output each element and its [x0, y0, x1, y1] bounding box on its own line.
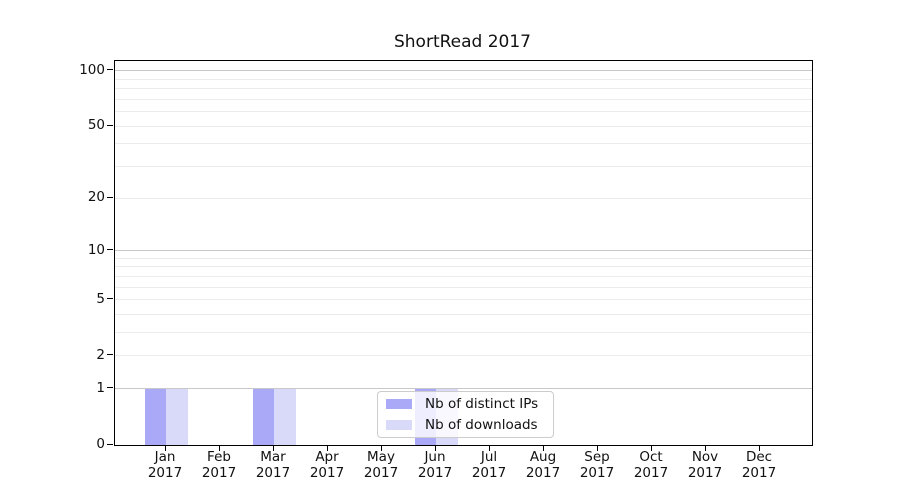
- x-tick-label-year: 2017: [309, 464, 345, 481]
- x-tick-label: Oct 2017: [621, 449, 681, 481]
- minor-gridline: [115, 299, 812, 301]
- minor-gridline: [115, 88, 812, 90]
- y-tick-mark: [107, 443, 113, 445]
- x-tick-label-year: 2017: [579, 464, 615, 481]
- y-tick-label: 0: [96, 436, 105, 452]
- x-tick-label: Feb 2017: [189, 449, 249, 481]
- minor-gridline: [115, 266, 812, 268]
- legend: Nb of distinct IPs Nb of downloads: [377, 391, 554, 438]
- minor-gridline: [115, 286, 812, 288]
- minor-gridline: [115, 275, 812, 277]
- x-tick-label-year: 2017: [471, 464, 507, 481]
- bar-downloads-mar: [274, 388, 296, 445]
- x-tick-label-year: 2017: [255, 464, 291, 481]
- x-tick-mark: [272, 445, 274, 451]
- x-tick-label-month: Sep: [584, 449, 610, 465]
- major-gridline: [115, 70, 812, 72]
- bar-downloads-jan: [166, 388, 188, 445]
- legend-label-downloads: Nb of downloads: [425, 417, 538, 433]
- x-tick-label-month: Dec: [745, 449, 773, 465]
- x-tick-label: May 2017: [351, 449, 411, 481]
- x-tick-mark: [488, 445, 490, 451]
- minor-gridline: [115, 125, 812, 127]
- y-tick-label: 10: [87, 241, 105, 258]
- x-tick-mark: [380, 445, 382, 451]
- x-tick-mark: [758, 445, 760, 451]
- x-tick-label-month: Nov: [691, 449, 719, 465]
- x-tick-label-month: Jan: [154, 449, 176, 465]
- x-tick-label-year: 2017: [147, 464, 183, 481]
- x-tick-mark: [326, 445, 328, 451]
- x-tick-label: Mar 2017: [243, 449, 303, 481]
- minor-gridline: [115, 78, 812, 80]
- x-tick-label: Dec 2017: [729, 449, 789, 481]
- y-tick-label: 20: [87, 189, 105, 206]
- x-tick-mark: [542, 445, 544, 451]
- y-tick-mark: [107, 124, 113, 126]
- minor-gridline: [115, 98, 812, 100]
- minor-gridline: [115, 111, 812, 113]
- x-tick-label: Jul 2017: [459, 449, 519, 481]
- minor-gridline: [115, 197, 812, 199]
- minor-gridline: [115, 314, 812, 315]
- x-tick-mark: [704, 445, 706, 451]
- legend-swatch-distinct-ips: [386, 399, 412, 409]
- legend-label-distinct-ips: Nb of distinct IPs: [425, 396, 539, 412]
- x-tick-label: Nov 2017: [675, 449, 735, 481]
- minor-gridline: [115, 257, 812, 259]
- x-tick-label-month: May: [367, 449, 395, 465]
- y-tick-mark: [107, 387, 113, 389]
- x-tick-mark: [218, 445, 220, 451]
- y-tick-mark: [107, 69, 113, 71]
- y-tick-mark: [107, 298, 113, 300]
- x-tick-label: Jun 2017: [405, 449, 465, 481]
- x-tick-label: Aug 2017: [513, 449, 573, 481]
- x-tick-mark: [434, 445, 436, 451]
- x-tick-mark: [596, 445, 598, 451]
- y-tick-label: 100: [79, 61, 105, 78]
- y-tick-label: 50: [87, 117, 105, 134]
- major-gridline: [115, 250, 812, 252]
- x-tick-label: Apr 2017: [297, 449, 357, 481]
- x-tick-label-year: 2017: [417, 464, 453, 481]
- y-tick-label: 2: [96, 346, 105, 363]
- y-tick-mark: [107, 354, 113, 356]
- x-tick-label: Jan 2017: [135, 449, 195, 481]
- legend-item-distinct-ips: Nb of distinct IPs: [386, 394, 553, 415]
- x-tick-label-month: Oct: [639, 449, 663, 465]
- major-gridline: [115, 388, 812, 390]
- y-tick-label: 1: [96, 379, 105, 396]
- chart-title: ShortRead 2017: [393, 32, 531, 52]
- x-tick-label-year: 2017: [633, 464, 669, 481]
- x-tick-label-month: Mar: [260, 449, 286, 465]
- x-tick-label: Sep 2017: [567, 449, 627, 481]
- x-tick-label-year: 2017: [741, 464, 777, 481]
- x-tick-label-month: Jun: [424, 449, 446, 465]
- x-tick-label-month: Feb: [207, 449, 231, 465]
- x-tick-mark: [164, 445, 166, 451]
- x-tick-label-month: Apr: [315, 449, 339, 465]
- y-tick-label: 5: [96, 290, 105, 307]
- legend-swatch-downloads: [386, 420, 412, 430]
- x-tick-mark: [650, 445, 652, 451]
- x-tick-label-year: 2017: [201, 464, 237, 481]
- x-tick-label-year: 2017: [687, 464, 723, 481]
- legend-item-downloads: Nb of downloads: [386, 415, 553, 436]
- plot-area: [114, 60, 813, 446]
- y-tick-mark: [107, 249, 113, 251]
- x-tick-label-year: 2017: [363, 464, 399, 481]
- y-tick-mark: [107, 196, 113, 198]
- minor-gridline: [115, 332, 812, 334]
- x-tick-label-month: Jul: [480, 449, 498, 465]
- x-tick-label-year: 2017: [525, 464, 561, 481]
- minor-gridline: [115, 166, 812, 168]
- minor-gridline: [115, 355, 812, 357]
- bar-distinct-ips-mar: [252, 388, 274, 445]
- minor-gridline: [115, 143, 812, 145]
- bar-distinct-ips-jan: [144, 388, 166, 445]
- x-tick-label-month: Aug: [529, 449, 557, 465]
